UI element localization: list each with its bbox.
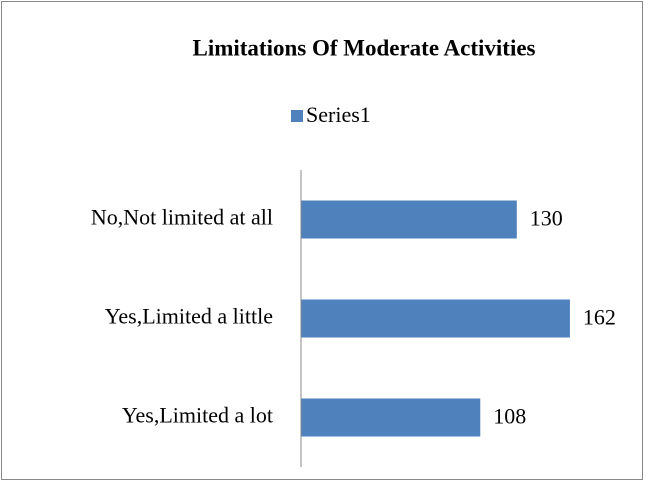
bar [301, 299, 570, 338]
y-tick-label: Yes,Limited a little [105, 304, 273, 329]
data-label: 130 [530, 206, 563, 231]
bar [301, 200, 517, 239]
data-label: 108 [493, 404, 526, 429]
chart-title: Limitations Of Moderate Activities [192, 35, 535, 60]
bar [301, 398, 481, 437]
y-tick-label: Yes,Limited a lot [122, 403, 273, 428]
data-label: 162 [583, 305, 616, 330]
legend-swatch [291, 110, 303, 122]
legend-label: Series1 [306, 102, 371, 127]
y-tick-label: No,Not limited at all [91, 205, 273, 230]
